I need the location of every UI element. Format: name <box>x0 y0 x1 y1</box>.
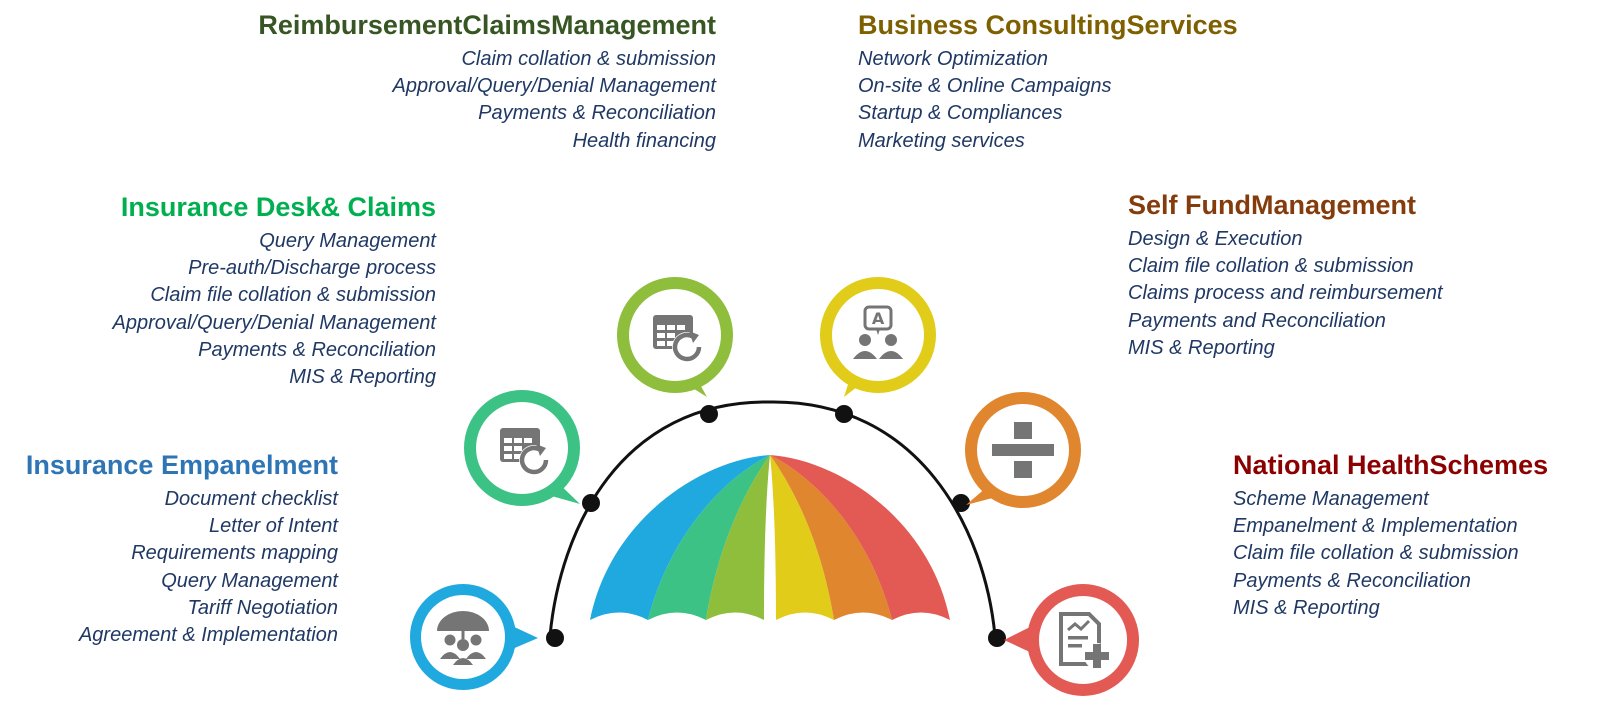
document-plus-icon <box>1059 612 1110 669</box>
canopy-segment-lime <box>706 455 770 620</box>
canopy-segment-green <box>648 455 770 620</box>
canopy-segment-orange <box>770 455 892 620</box>
section-title-national: National HealthSchemes <box>1233 450 1549 480</box>
divide-icon <box>992 422 1054 478</box>
list-item: Claim file collation & submission <box>150 284 436 307</box>
consulting-people-icon: A <box>853 305 903 359</box>
list-item: Requirements mapping <box>131 542 338 565</box>
list-item: Payments & Reconciliation <box>198 338 436 361</box>
list-item: Approval/Query/Denial Management <box>392 75 716 98</box>
list-item: Marketing services <box>858 129 1025 152</box>
bubble-business: A <box>820 277 936 397</box>
list-item: Health financing <box>572 129 716 152</box>
svg-text:A: A <box>872 309 885 328</box>
list-item: Tariff Negotiation <box>187 596 338 619</box>
section-national: National HealthSchemes Scheme Management… <box>1233 448 1548 622</box>
umbrella-canopy <box>590 455 950 620</box>
bubble-insurance-desk <box>464 390 580 506</box>
list-item: Payments & Reconciliation <box>1233 569 1471 592</box>
bubble-self-fund <box>965 392 1081 508</box>
list-item: Letter of Intent <box>209 515 338 538</box>
list-item: Network Optimization <box>858 48 1049 70</box>
list-item: Claims process and reimbursement <box>1128 282 1443 305</box>
bubble-empanelment <box>410 584 538 690</box>
list-item: MIS & Reporting <box>289 366 436 389</box>
list-item: Design & Execution <box>1128 228 1303 250</box>
section-items-reimbursement: Claim collation & submission Approval/Que… <box>258 46 716 155</box>
list-item: Scheme Management <box>1233 488 1429 510</box>
list-item: MIS & Reporting <box>1128 336 1275 359</box>
arc-dots <box>546 405 1006 647</box>
section-items-insurance-desk: Query Management Pre-auth/Discharge proce… <box>112 228 436 391</box>
list-item: Payments & Reconciliation <box>478 102 716 125</box>
insurance-people-icon <box>437 611 489 665</box>
list-item: Pre-auth/Discharge process <box>188 257 436 280</box>
list-item: Empanelment & Implementation <box>1233 515 1518 538</box>
list-item: On-site & Online Campaigns <box>858 75 1112 98</box>
list-item: Claim file collation & submission <box>1128 255 1414 278</box>
canopy-segment-blue <box>590 455 770 620</box>
section-reimbursement: ReimbursementClaimsManagement Claim coll… <box>258 8 716 155</box>
list-item: Startup & Compliances <box>858 102 1063 125</box>
section-items-national: Scheme Management Empanelment & Implement… <box>1233 486 1548 622</box>
bubble-reimbursement <box>617 277 733 397</box>
canopy-segment-red <box>770 455 950 620</box>
section-title-self-fund: Self FundManagement <box>1128 190 1417 220</box>
list-item: Payments and Reconciliation <box>1128 309 1386 332</box>
canopy-segment-yellow <box>770 455 834 620</box>
section-business: Business ConsultingServices Network Opti… <box>858 8 1238 155</box>
list-item: MIS & Reporting <box>1233 596 1380 619</box>
section-title-reimbursement: ReimbursementClaimsManagement <box>258 10 716 40</box>
connector-arc <box>548 400 997 637</box>
section-title-business: Business ConsultingServices <box>858 10 1238 40</box>
bubble-national <box>1004 584 1139 696</box>
section-title-empanelment: Insurance Empanelment <box>25 450 338 480</box>
list-item: Claim file collation & submission <box>1233 542 1519 565</box>
section-title-insurance-desk: Insurance Desk& Claims <box>120 192 436 222</box>
list-item: Approval/Query/Denial Management <box>112 311 436 334</box>
section-insurance-desk: Insurance Desk& Claims Query Management P… <box>112 190 436 391</box>
section-empanelment: Insurance Empanelment Document checklist… <box>26 448 338 649</box>
list-item: Claim collation & submission <box>461 48 716 70</box>
section-items-business: Network Optimization On-site & Online Cam… <box>858 46 1238 155</box>
section-self-fund: Self FundManagement Design & Execution Cl… <box>1128 188 1443 362</box>
section-items-empanelment: Document checklist Letter of Intent Requir… <box>26 486 338 649</box>
list-item: Query Management <box>161 569 338 592</box>
section-items-self-fund: Design & Execution Claim file collation &… <box>1128 226 1443 362</box>
list-item: Agreement & Implementation <box>78 624 338 647</box>
list-item: Document checklist <box>164 488 338 510</box>
list-item: Query Management <box>259 230 436 252</box>
